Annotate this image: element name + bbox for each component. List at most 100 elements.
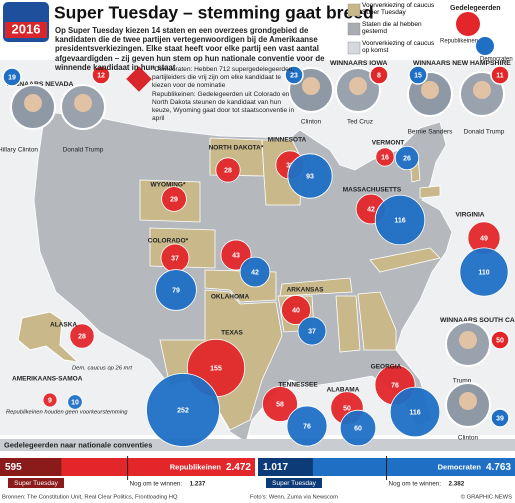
dem-delegates xyxy=(374,194,426,246)
super-tuesday-label: Super Tuesday xyxy=(272,480,316,487)
delegate-badge xyxy=(490,330,510,350)
state-label: TENNESSEE xyxy=(278,382,318,389)
dem-delegates xyxy=(286,405,328,447)
state-label: COLORADO* xyxy=(148,238,189,245)
note: *Democraten: Hebben 712 supergedelegeerd… xyxy=(152,66,295,89)
dem-delegates xyxy=(459,247,509,297)
to-win-label: Nog om te winnen: xyxy=(130,481,183,488)
delegate-value: 10 xyxy=(71,399,79,406)
legend-swatch xyxy=(347,22,361,36)
legend-title: Gedelegeerden xyxy=(450,5,501,12)
legend-text-box: Voorverkiezing of caucus op komst xyxy=(362,40,435,54)
winner-title: WINNAARS IOWA xyxy=(330,60,387,67)
sources: Bronnen: The Constitution Unit, Real Cle… xyxy=(2,495,178,501)
state-label: TEXAS xyxy=(221,330,243,337)
delegate-badge xyxy=(490,65,510,85)
delegate-value: 93 xyxy=(306,173,314,180)
delegate-value: 79 xyxy=(172,287,180,294)
legend-rep xyxy=(456,12,480,36)
state-label: NORTH DAKOTA* xyxy=(209,145,264,152)
candidate-head xyxy=(459,392,477,410)
delegate-badge xyxy=(91,65,111,85)
badge: 2016 xyxy=(12,21,41,36)
candidate-head xyxy=(24,94,42,112)
state-label: VIRGINIA xyxy=(456,212,485,219)
totals-title: Gedelegeerden naar nationale conventies xyxy=(4,440,152,449)
party-name: Democraten xyxy=(438,462,482,471)
delegate-value: 50 xyxy=(343,405,351,412)
rep-delegates xyxy=(69,323,95,349)
super-tuesday-bar xyxy=(258,458,313,476)
candidate-head xyxy=(302,77,320,95)
candidate-head xyxy=(473,81,491,99)
rep-delegates xyxy=(215,157,241,183)
delegate-value: 37 xyxy=(171,255,179,262)
rep-delegates xyxy=(42,392,58,408)
rep-delegates xyxy=(281,295,311,325)
state-shape xyxy=(279,277,353,297)
legend-text-box: Staten die al hebben gestemd xyxy=(362,21,422,35)
legend-dem-label: Democraten xyxy=(480,57,513,63)
state-note: Dem. caucus op 26 mrt xyxy=(72,366,132,372)
delegate-badge xyxy=(369,65,389,85)
delegate-value: 39 xyxy=(496,415,504,422)
candidate-head xyxy=(459,331,477,349)
candidate-name: Hillary Clinton xyxy=(0,147,38,154)
delegate-value: 40 xyxy=(292,307,300,314)
delegate-badge xyxy=(490,408,510,428)
legend-swatch xyxy=(347,3,361,17)
candidate-name: Trump xyxy=(453,378,472,385)
dem-delegates xyxy=(339,409,377,447)
delegate-value: 23 xyxy=(290,72,298,79)
alaska-shape xyxy=(17,311,80,363)
legend-rep-label: Republikeinen xyxy=(440,39,478,45)
super-tuesday-label: Super Tuesday xyxy=(14,480,58,487)
candidate-name: Ted Cruz xyxy=(347,119,373,126)
delegate-value: 42 xyxy=(367,206,375,213)
delegate-value: 58 xyxy=(276,401,284,408)
dem-delegates xyxy=(297,316,327,346)
candidate-name: Bernie Sanders xyxy=(408,129,454,136)
state-note: Republikeinen houden geen voorkeurstemmi… xyxy=(6,410,128,416)
note: Republikeinen: Gedelegeerden uit Colorad… xyxy=(152,91,295,122)
legend-text-box: Voorverkiezing of caucus Super Tuesday xyxy=(362,2,434,16)
super-tuesday-tag xyxy=(8,478,64,488)
delegate-value: 49 xyxy=(480,235,488,242)
legend-label: Voorverkiezing of caucus op komst xyxy=(362,40,435,54)
party-total: 2.472 xyxy=(226,462,251,473)
party-name: Republikeinen xyxy=(170,462,222,471)
delegate-value: 16 xyxy=(381,154,389,161)
delegate-value: 60 xyxy=(354,425,362,432)
dem-delegates xyxy=(287,153,333,199)
delegate-value: 76 xyxy=(303,423,311,430)
candidate-name: Clinton xyxy=(458,435,479,442)
delegate-value: 29 xyxy=(170,196,178,203)
to-win-value: 2.382 xyxy=(449,481,465,488)
winner-title: WINNAARS SOUTH CAROLINA xyxy=(440,317,515,324)
super-tuesday-tag xyxy=(266,478,322,488)
state-label: OKLAHOMA xyxy=(211,294,250,301)
dem-delegates xyxy=(146,373,220,447)
delegate-value: 11 xyxy=(496,72,504,79)
delegate-value: 28 xyxy=(78,333,86,340)
totals-title-bar xyxy=(0,439,515,451)
state-label: AMERIKAANS-SAMOA xyxy=(12,376,83,383)
delegate-value: 15 xyxy=(414,72,422,79)
candidate-name: Clinton xyxy=(301,119,322,126)
delegate-value: 76 xyxy=(391,382,399,389)
candidate-name: Donald Trump xyxy=(464,129,505,136)
delegate-value: 110 xyxy=(478,269,489,276)
delegate-value: 43 xyxy=(232,252,240,259)
state-shape xyxy=(419,185,441,199)
state-label: ARKANSAS xyxy=(287,287,325,294)
copyright: © GRAPHIC NEWS xyxy=(461,494,512,501)
dem-delegates xyxy=(394,145,420,171)
state-label: GEORGIA xyxy=(371,364,402,371)
legend-dem xyxy=(476,37,494,55)
winner-title: WINNAARS NEW HAMPSHIRE xyxy=(413,60,511,67)
candidate-head xyxy=(421,81,439,99)
intro: Op Super Tuesday kiezen 14 staten en een… xyxy=(55,26,325,72)
state-shape xyxy=(369,247,441,273)
delegate-value: 116 xyxy=(409,409,420,416)
